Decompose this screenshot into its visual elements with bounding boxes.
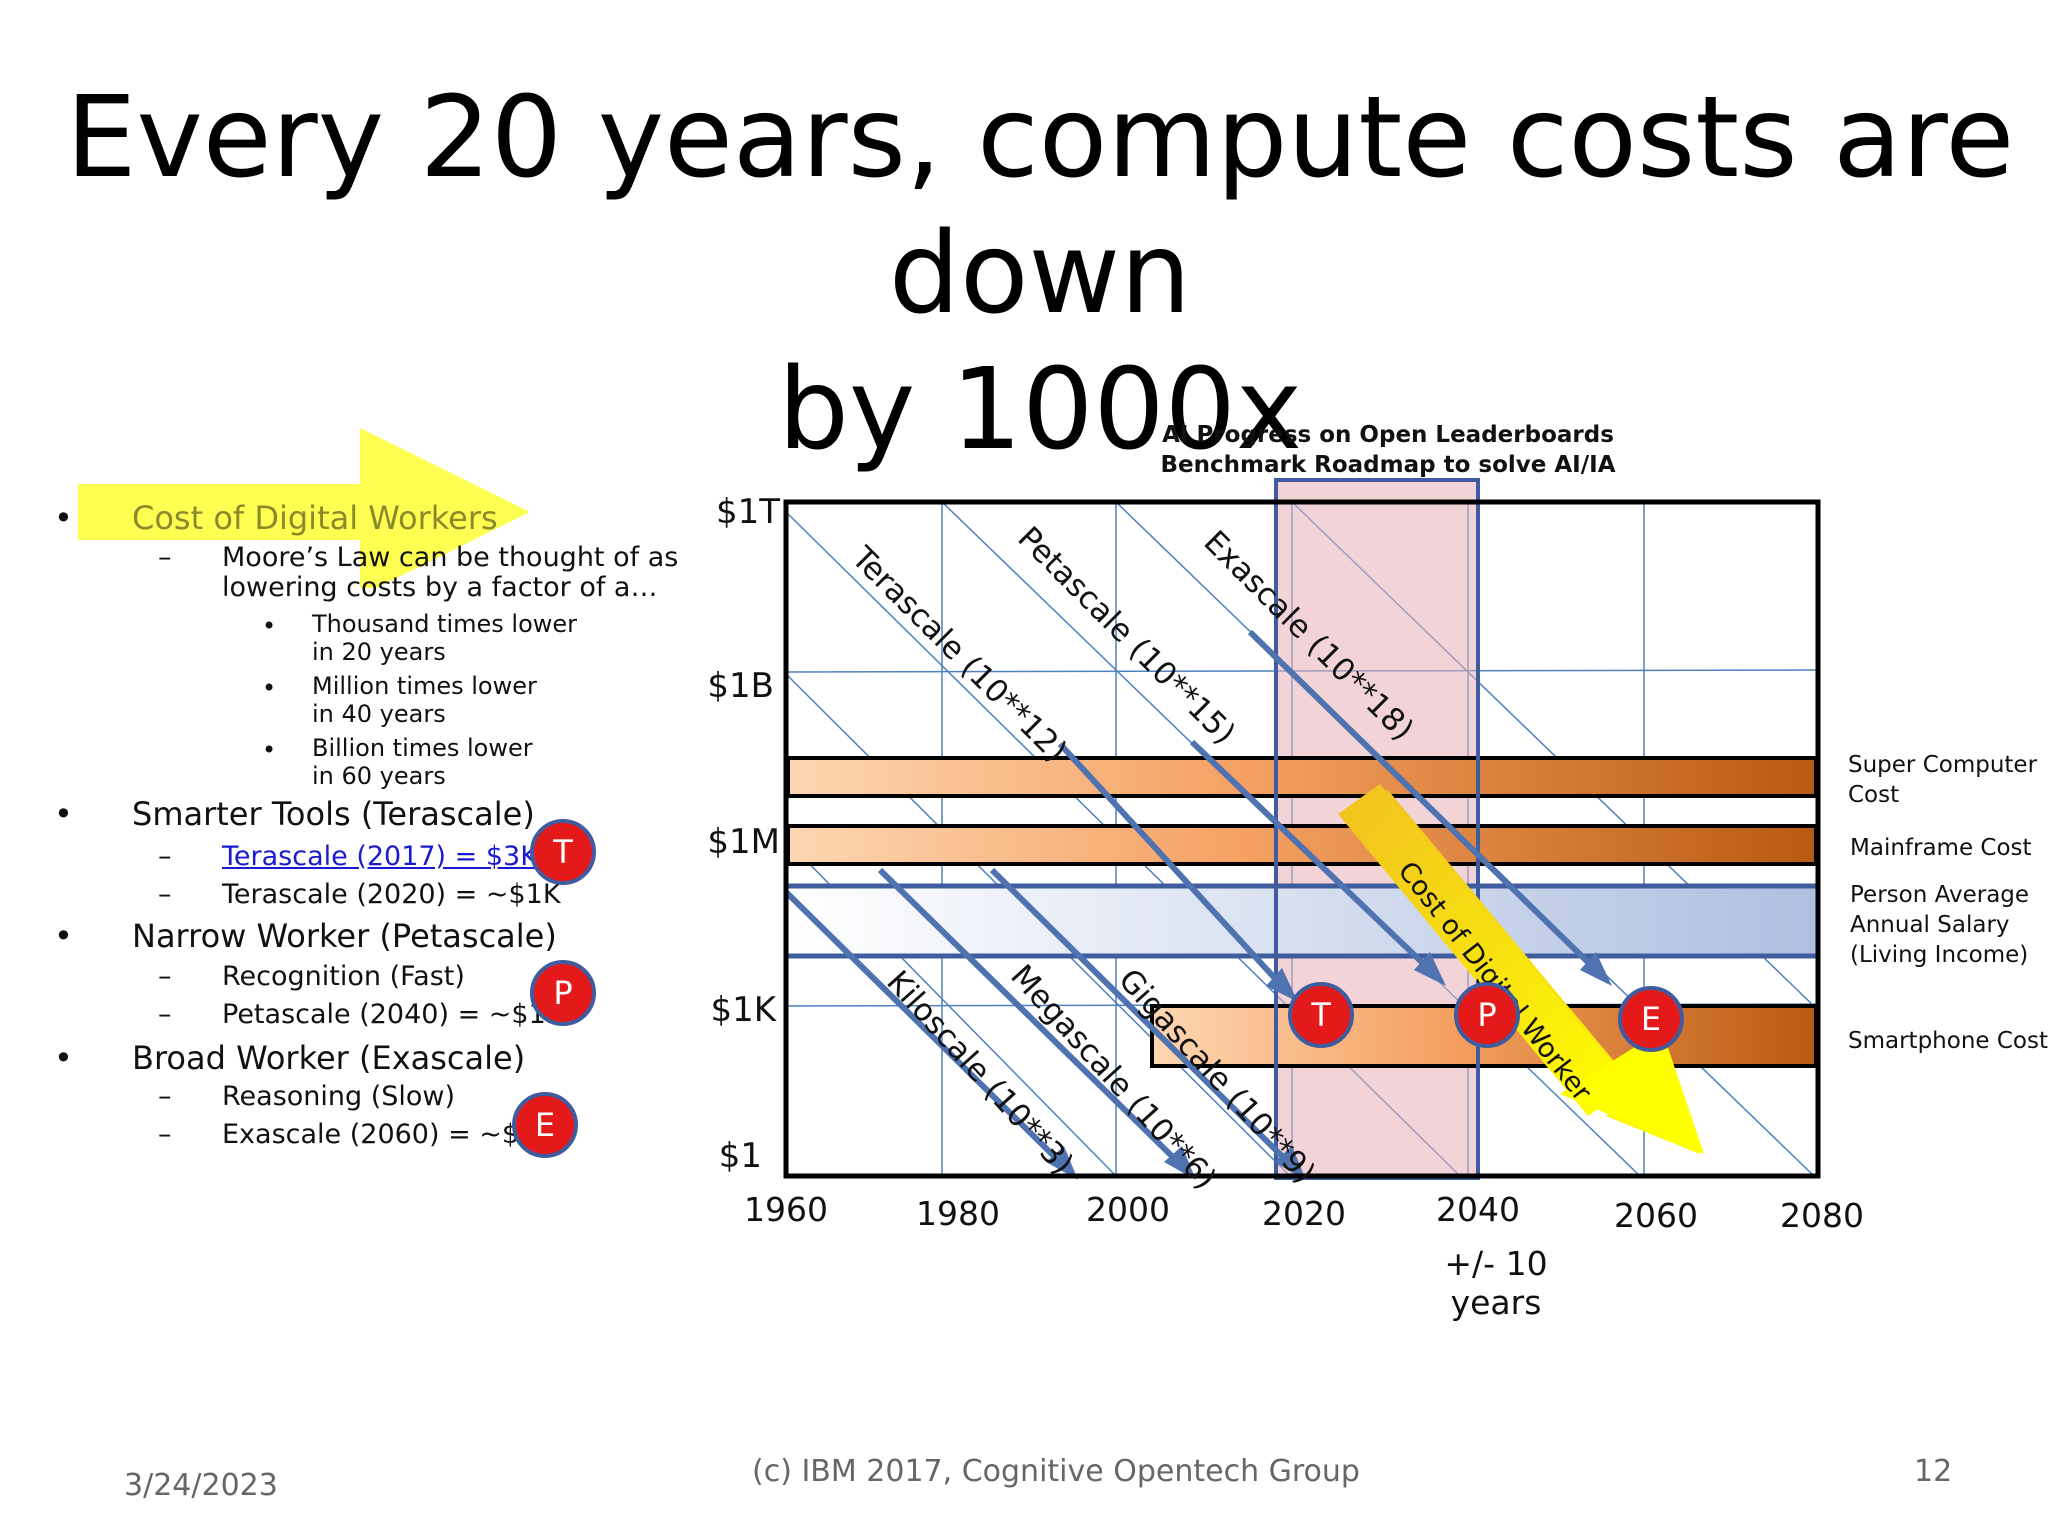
bullet-cost-digital-workers: Cost of Digital Workers <box>132 499 498 537</box>
ytick-1t: $1T <box>715 492 780 532</box>
recognition-fast: Recognition (Fast) <box>222 961 465 992</box>
chart-frame <box>783 499 1821 1179</box>
chart-title-line1: AI Progress on Open Leaderboards <box>1162 422 1614 448</box>
lane-salary-line1: Person Average <box>1850 882 2030 908</box>
ytick-1: $1 <box>718 1136 762 1176</box>
sub-bullet-billion-1: Billion times lower <box>312 734 533 762</box>
ytick-1k: $1K <box>710 990 776 1030</box>
dash: – <box>158 961 172 992</box>
xtick-2020: 2020 <box>1262 1194 1346 1233</box>
kiloscale-arrow <box>783 889 1065 1167</box>
petascale-arrow <box>1189 739 1433 973</box>
xtick-2000: 2000 <box>1086 1190 1170 1229</box>
arrowhead <box>1164 1146 1196 1180</box>
chart-badge-t: T <box>1288 982 1354 1048</box>
exascale-2060: Exascale (2060) = ~$1K <box>222 1119 554 1150</box>
gigascale-arrow <box>989 867 1293 1167</box>
xtick-1960: 1960 <box>744 1190 828 1229</box>
dash: – <box>158 542 172 573</box>
lane-salary-line3: (Living Income) <box>1850 942 2029 968</box>
bullet-broad-worker: Broad Worker (Exascale) <box>132 1039 526 1077</box>
arrowhead <box>1266 968 1298 1002</box>
lane-salary-line2: Annual Salary <box>1850 912 2010 938</box>
chart-badge-e: E <box>1618 986 1684 1052</box>
lane-smartphone: Smartphone Cost <box>1848 1028 2048 1054</box>
petascale-2040: Petascale (2040) = ~$1K <box>222 999 564 1030</box>
slide-page-number: 12 <box>1914 1454 1953 1489</box>
slide-date: 3/24/2023 <box>124 1468 278 1503</box>
dash: – <box>158 1119 172 1150</box>
sub-bullet-thousand-2: in 20 years <box>312 638 446 666</box>
lane-mainframe: Mainframe Cost <box>1850 835 2032 861</box>
terascale-2017-link[interactable]: Terascale (2017) = $3K <box>222 841 538 872</box>
badge-t: T <box>530 819 596 885</box>
sub-bullet-thousand-1: Thousand times lower <box>312 610 578 638</box>
lane-supercomputer-line1: Super Computer <box>1848 752 2038 778</box>
xtick-2080: 2080 <box>1780 1196 1864 1235</box>
arrowhead <box>1414 952 1446 986</box>
xtick-2040: 2040 <box>1436 1190 1520 1229</box>
slide-title-line2: by 1000x <box>777 345 1303 475</box>
terascale-arrow <box>1057 741 1285 989</box>
arrow-heads <box>1046 952 1612 1180</box>
dash: – <box>158 1081 172 1112</box>
highlight-arrow-icon <box>78 428 530 588</box>
ytick-1m: $1M <box>707 822 780 862</box>
exascale-arrow <box>1247 629 1599 973</box>
chart-badge-p: P <box>1454 982 1520 1048</box>
terascale-2020: Terascale (2020) = ~$1K <box>222 879 561 910</box>
lane-supercomputer: Super Computer Cost <box>1848 750 2037 810</box>
slide-title-line1: Every 20 years, compute costs are down <box>65 73 2015 339</box>
slide-title: Every 20 years, compute costs are down b… <box>40 70 2040 478</box>
badge-p: P <box>530 960 596 1026</box>
sub-bullet-billion-2: in 60 years <box>312 762 446 790</box>
lane-supercomputer-line2: Cost <box>1848 782 1900 808</box>
dash: – <box>158 999 172 1030</box>
arrowhead <box>1580 952 1612 986</box>
chart-title: AI Progress on Open Leaderboards Benchma… <box>1138 420 1638 480</box>
xtick-2060: 2060 <box>1614 1196 1698 1235</box>
sub-bullet-dot: • <box>262 674 277 702</box>
megascale-arrow <box>877 867 1183 1167</box>
moores-law-line2: lowering costs by a factor of a… <box>222 572 658 603</box>
slide-footer: (c) IBM 2017, Cognitive Opentech Group <box>752 1454 1360 1489</box>
bullet-dot: • <box>54 917 73 955</box>
bullet-smarter-tools: Smarter Tools (Terascale) <box>132 795 535 833</box>
dash: – <box>158 879 172 910</box>
chart-title-line2: Benchmark Roadmap to solve AI/IA <box>1160 452 1616 478</box>
moores-law-line1: Moore’s Law can be thought of as <box>222 542 679 573</box>
xtick-1980: 1980 <box>916 1194 1000 1233</box>
lane-salary: Person Average Annual Salary (Living Inc… <box>1850 880 2029 970</box>
bullet-dot: • <box>54 499 73 537</box>
badge-e: E <box>512 1092 578 1158</box>
arrowhead <box>1274 1146 1306 1180</box>
band-salary <box>783 883 1821 959</box>
bullet-dot: • <box>54 795 73 833</box>
ytick-1b: $1B <box>707 666 774 706</box>
bullet-narrow-worker: Narrow Worker (Petascale) <box>132 917 557 955</box>
arrowhead <box>1046 1146 1078 1180</box>
digital-worker-arrow-head <box>1560 1030 1704 1154</box>
digital-worker-arrow-body <box>1338 784 1630 1116</box>
bullet-dot: • <box>54 1039 73 1077</box>
scale-arrows <box>783 629 1599 1167</box>
x-axis-label: +/- 10 years <box>1444 1244 1548 1322</box>
reasoning-slow: Reasoning (Slow) <box>222 1081 456 1112</box>
sub-bullet-dot: • <box>262 736 277 764</box>
dash: – <box>158 841 172 872</box>
band-supercomputer <box>786 756 1818 798</box>
sub-bullet-dot: • <box>262 612 277 640</box>
sub-bullet-million-2: in 40 years <box>312 700 446 728</box>
sub-bullet-million-1: Million times lower <box>312 672 537 700</box>
